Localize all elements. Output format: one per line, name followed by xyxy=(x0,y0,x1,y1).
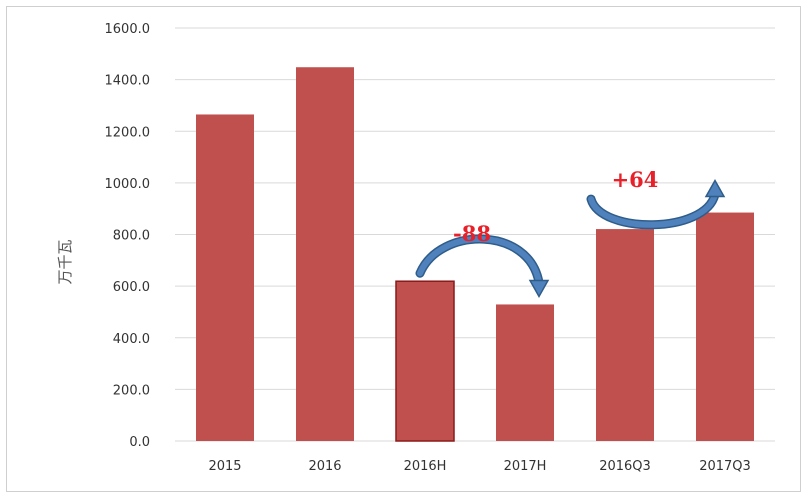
bar-2016h xyxy=(395,280,455,442)
x-tick-label: 2017Q3 xyxy=(699,459,751,474)
annotation-arrow-fill xyxy=(417,236,542,286)
y-tick-label: 1400.0 xyxy=(105,74,151,89)
chart-frame xyxy=(6,6,801,492)
x-axis-ticks: 2015 2016 2016H 2017H 2016Q3 2017Q3 xyxy=(208,459,750,474)
annotation-arrowhead xyxy=(704,179,726,198)
bar-2015 xyxy=(196,114,254,442)
annotations: -88 +64 xyxy=(415,167,726,298)
y-tick-label: 400.0 xyxy=(113,332,150,347)
y-tick-label: 600.0 xyxy=(113,280,150,295)
y-tick-label: 1000.0 xyxy=(105,177,151,192)
y-axis-label: 万千瓦 xyxy=(56,239,74,284)
x-tick-label: 2016 xyxy=(308,459,341,474)
annotation-arrow-fill xyxy=(588,191,718,228)
bar-2016 xyxy=(296,67,354,442)
bars xyxy=(196,67,754,442)
y-tick-label: 800.0 xyxy=(113,229,150,244)
x-tick-label: 2016Q3 xyxy=(599,459,651,474)
y-tick-label: 200.0 xyxy=(113,383,150,398)
y-axis-ticks: 0.0 200.0 400.0 600.0 800.0 1000.0 1200.0 1400.… xyxy=(105,22,151,450)
y-tick-label: 1200.0 xyxy=(105,125,151,140)
bar-2017q3 xyxy=(696,212,754,441)
annotation-label: +64 xyxy=(612,167,659,192)
bar-2016q3 xyxy=(596,229,654,441)
annotation-arrowhead xyxy=(528,279,550,298)
annotation-label: -88 xyxy=(453,221,491,246)
gridlines xyxy=(175,27,775,442)
y-tick-label: 0.0 xyxy=(129,435,150,450)
y-tick-label: 1600.0 xyxy=(105,22,151,37)
x-tick-label: 2016H xyxy=(404,459,447,474)
x-tick-label: 2017H xyxy=(504,459,547,474)
x-tick-label: 2015 xyxy=(208,459,241,474)
bar-2017h xyxy=(496,304,554,441)
